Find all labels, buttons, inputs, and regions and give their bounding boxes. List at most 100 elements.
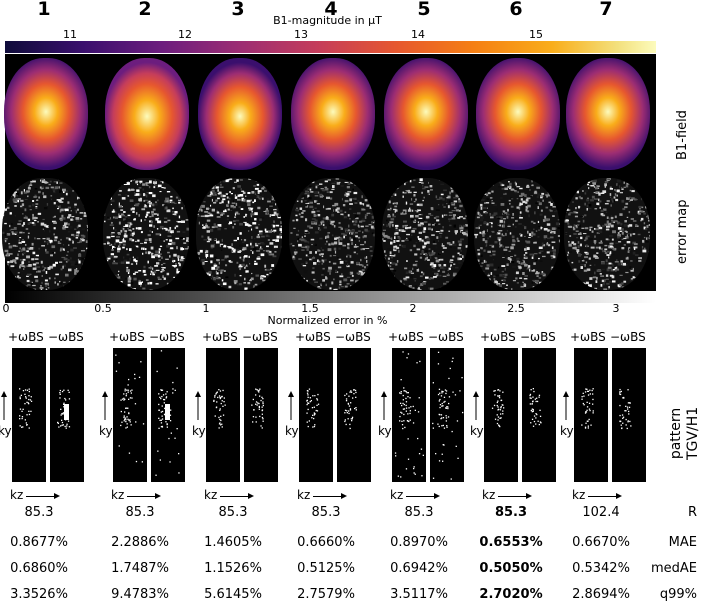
- error-speck: [487, 275, 490, 276]
- error-speck: [408, 284, 411, 285]
- sample-point: [263, 405, 264, 406]
- error-speck: [164, 218, 167, 219]
- error-speck: [307, 225, 311, 227]
- error-speck: [525, 240, 526, 242]
- error-speck: [586, 262, 587, 264]
- error-speck: [624, 244, 626, 245]
- error-speck: [557, 208, 559, 210]
- error-speck: [352, 221, 353, 223]
- error-speck: [236, 179, 239, 182]
- error-speck: [126, 262, 130, 264]
- error-speck: [243, 259, 245, 261]
- error-speck: [502, 257, 505, 258]
- error-speck: [37, 221, 39, 222]
- error-speck: [612, 230, 616, 233]
- error-speck: [383, 224, 384, 226]
- error-speck: [410, 203, 413, 204]
- error-speck: [649, 201, 650, 203]
- error-speck: [369, 269, 373, 270]
- error-speck: [290, 233, 292, 234]
- error-speck: [532, 280, 535, 281]
- sample-point: [493, 391, 494, 392]
- sample-point: [443, 425, 444, 426]
- error-speck: [359, 186, 360, 188]
- error-speck: [411, 273, 414, 274]
- sample-point: [619, 393, 620, 394]
- error-speck: [579, 181, 581, 182]
- error-speck: [614, 200, 616, 202]
- error-speck: [551, 277, 555, 279]
- sample-point: [625, 406, 626, 407]
- error-speck: [489, 245, 493, 246]
- error-speck: [635, 178, 639, 180]
- error-speck: [509, 200, 511, 202]
- error-speck: [582, 190, 583, 192]
- error-speck: [74, 204, 77, 206]
- error-speck: [315, 195, 319, 197]
- error-speck: [123, 257, 124, 259]
- error-speck: [136, 212, 137, 215]
- error-speck: [479, 232, 481, 234]
- sample-point: [161, 422, 162, 423]
- error-map-noise: [474, 178, 560, 290]
- sample-point: [530, 403, 531, 404]
- error-speck: [604, 245, 607, 246]
- error-speck: [43, 192, 44, 195]
- colorbar-top: [5, 41, 656, 53]
- error-speck: [609, 254, 611, 255]
- omega-plus-label: +ωBS: [388, 330, 424, 344]
- error-speck: [133, 278, 136, 281]
- error-speck: [114, 256, 118, 257]
- error-speck: [188, 257, 189, 259]
- error-speck: [647, 277, 649, 278]
- sample-point: [136, 461, 137, 462]
- sample-point: [253, 409, 254, 410]
- kz-arrow-head: [155, 493, 161, 499]
- error-speck: [406, 260, 408, 262]
- error-speck: [26, 190, 30, 192]
- error-speck: [588, 208, 592, 209]
- sample-point: [403, 399, 404, 400]
- error-speck: [354, 203, 357, 204]
- error-speck: [584, 240, 586, 242]
- sample-point: [500, 417, 501, 418]
- error-speck: [269, 248, 271, 250]
- sample-point: [131, 392, 132, 393]
- error-speck: [123, 240, 126, 242]
- error-speck: [136, 277, 140, 278]
- sample-point: [66, 428, 67, 429]
- sample-point: [495, 390, 496, 391]
- error-speck: [207, 195, 211, 196]
- sample-point: [59, 392, 60, 393]
- error-speck: [587, 205, 589, 208]
- error-speck: [498, 230, 502, 231]
- error-speck: [397, 260, 398, 263]
- error-speck: [513, 280, 516, 281]
- error-speck: [220, 184, 221, 186]
- error-speck: [243, 282, 246, 283]
- error-speck: [635, 181, 638, 182]
- error-speck: [28, 187, 31, 190]
- metric-value: 85.3: [405, 505, 434, 520]
- error-speck: [183, 243, 186, 244]
- error-speck: [116, 263, 118, 265]
- sample-point: [29, 427, 30, 428]
- error-speck: [429, 254, 433, 256]
- error-speck: [537, 217, 538, 220]
- error-speck: [301, 263, 304, 265]
- omega-plus-label: +ωBS: [480, 330, 516, 344]
- error-speck: [250, 208, 252, 211]
- error-speck: [145, 256, 147, 259]
- error-speck: [85, 206, 88, 209]
- error-speck: [59, 186, 60, 188]
- error-speck: [345, 212, 347, 214]
- error-speck: [619, 213, 622, 216]
- error-speck: [383, 240, 386, 242]
- omega-minus-label: −ωBS: [335, 330, 371, 344]
- sample-point: [222, 396, 223, 397]
- error-speck: [110, 287, 111, 290]
- sample-point: [403, 420, 404, 421]
- error-speck: [8, 289, 9, 290]
- metric-value: 0.6942%: [390, 561, 448, 576]
- error-speck: [477, 249, 480, 251]
